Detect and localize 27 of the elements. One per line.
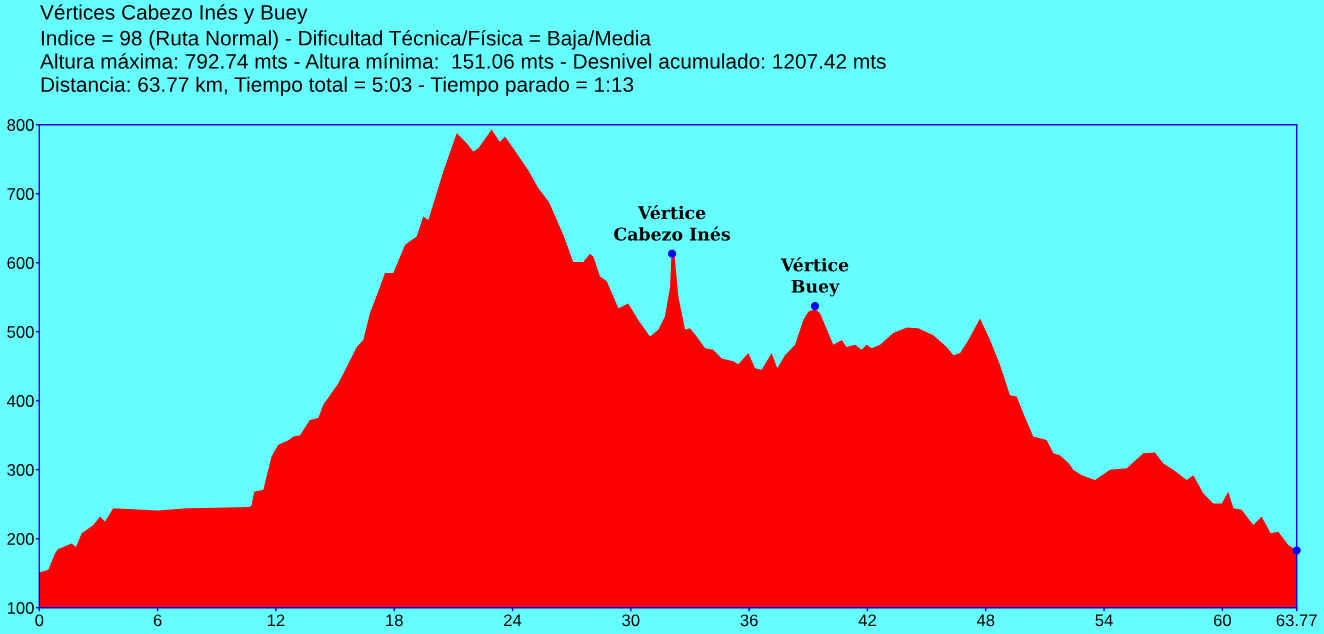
x-tick-label: 48 xyxy=(976,614,995,627)
x-tick-label: 63.77 xyxy=(1276,614,1317,627)
x-tick-label: 54 xyxy=(1095,614,1113,627)
y-tick-label: 400 xyxy=(7,395,34,407)
point xyxy=(1292,546,1301,555)
x-tick-label: 60 xyxy=(1213,614,1231,627)
annotation: Vértice Buey xyxy=(780,257,849,297)
x-tick-label: 24 xyxy=(504,614,522,627)
point xyxy=(667,249,677,258)
y-tick-label: 100 xyxy=(7,602,34,614)
x-tick-label: 18 xyxy=(386,614,403,627)
y-tick-label: 500 xyxy=(7,326,34,338)
x-tick-label: 12 xyxy=(267,614,285,627)
y-tick-label: 600 xyxy=(7,257,34,269)
annotation: Vértice Cabezo Inés xyxy=(614,205,730,241)
chart-subtitle: Indice = 98 (Ruta Normal) - Dificultad Técnica/Física = Baja/Media Altura máxima: 792.74 mts - Altura mínima: 151.06 mts - Desnivel acumulado: 1207.42 mts Distancia: 63.77 km, Tiempo total = 5:03 - Tiempo parado = 1:13 xyxy=(40,30,886,97)
x-tick-label: 42 xyxy=(858,614,876,627)
chart-title: Vértices Cabezo Inés y Buey xyxy=(40,4,308,24)
x-tick-label: 6 xyxy=(153,614,162,627)
x-tick-label: 36 xyxy=(740,614,758,627)
x-tick-label: 30 xyxy=(622,614,640,627)
y-tick-label: 800 xyxy=(7,119,34,131)
y-tick-label: 200 xyxy=(7,533,34,545)
y-tick-label: 300 xyxy=(7,464,34,476)
y-tick-label: 700 xyxy=(7,188,34,200)
point xyxy=(810,302,820,311)
x-tick-label: 0 xyxy=(35,614,44,627)
